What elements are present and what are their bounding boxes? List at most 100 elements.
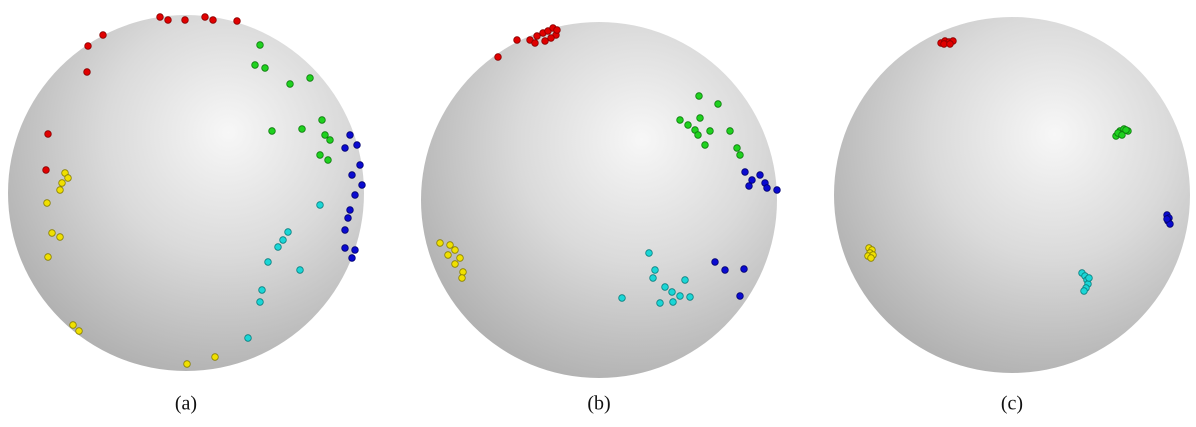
point [316,151,324,159]
point [741,168,749,176]
point [264,258,272,266]
point [645,249,653,257]
point [706,127,714,135]
point [748,176,756,184]
point [661,283,669,291]
point [726,127,734,135]
point [351,191,359,199]
point [1085,274,1093,282]
point [44,130,52,138]
point [513,36,521,44]
point [346,206,354,214]
point [547,34,555,42]
point [656,299,664,307]
sphere [8,15,364,371]
point [684,121,692,129]
point [209,16,217,24]
point [676,292,684,300]
panel: (a) [8,13,366,415]
point [553,26,561,34]
panel-label: (b) [587,393,610,415]
point [286,80,294,88]
point [736,151,744,159]
point [298,125,306,133]
point [48,229,56,237]
point [668,288,676,296]
point [84,42,92,50]
point [456,254,464,262]
point [721,266,729,274]
point [541,37,549,45]
point [618,294,626,302]
point [1118,131,1126,139]
point [676,116,684,124]
point [436,239,444,247]
point [341,226,349,234]
point [284,228,292,236]
sphere [421,22,777,378]
point [316,201,324,209]
point [1080,287,1088,295]
point [183,360,191,368]
point [268,127,276,135]
point [444,251,452,259]
sphere [834,17,1190,373]
point [83,68,91,76]
point [258,286,266,294]
point [75,327,83,335]
point [711,258,719,266]
point [356,161,364,169]
point [649,274,657,282]
point [946,40,954,48]
point [274,243,282,251]
point [296,266,304,274]
point [181,16,189,24]
point [773,186,781,194]
point [669,298,677,306]
panel: (c) [834,17,1190,415]
point [56,186,64,194]
point [701,141,709,149]
point [763,184,771,192]
point [321,131,329,139]
point [341,144,349,152]
point [64,174,72,182]
point [56,233,64,241]
point [346,131,354,139]
point [69,321,77,329]
point [156,13,164,21]
point [686,293,694,301]
point [733,144,741,152]
point [326,136,334,144]
panel-label: (a) [175,393,197,415]
point [745,182,753,190]
point [714,100,722,108]
point [451,246,459,254]
point [44,253,52,261]
point [233,17,241,25]
point [533,32,541,40]
point [756,171,764,179]
panel-label: (c) [1001,393,1023,415]
point [256,41,264,49]
point [1163,215,1171,223]
point [494,53,502,61]
point [459,268,467,276]
point [344,214,352,222]
point [348,254,356,262]
point [867,254,875,262]
point [244,334,252,342]
point [451,260,459,268]
point [348,171,356,179]
point [736,292,744,300]
point [201,13,209,21]
point [446,241,454,249]
point [531,39,539,47]
point [1122,126,1130,134]
point [99,31,107,39]
point [651,266,659,274]
point [211,353,219,361]
point [256,298,264,306]
point [681,276,689,284]
point [694,131,702,139]
